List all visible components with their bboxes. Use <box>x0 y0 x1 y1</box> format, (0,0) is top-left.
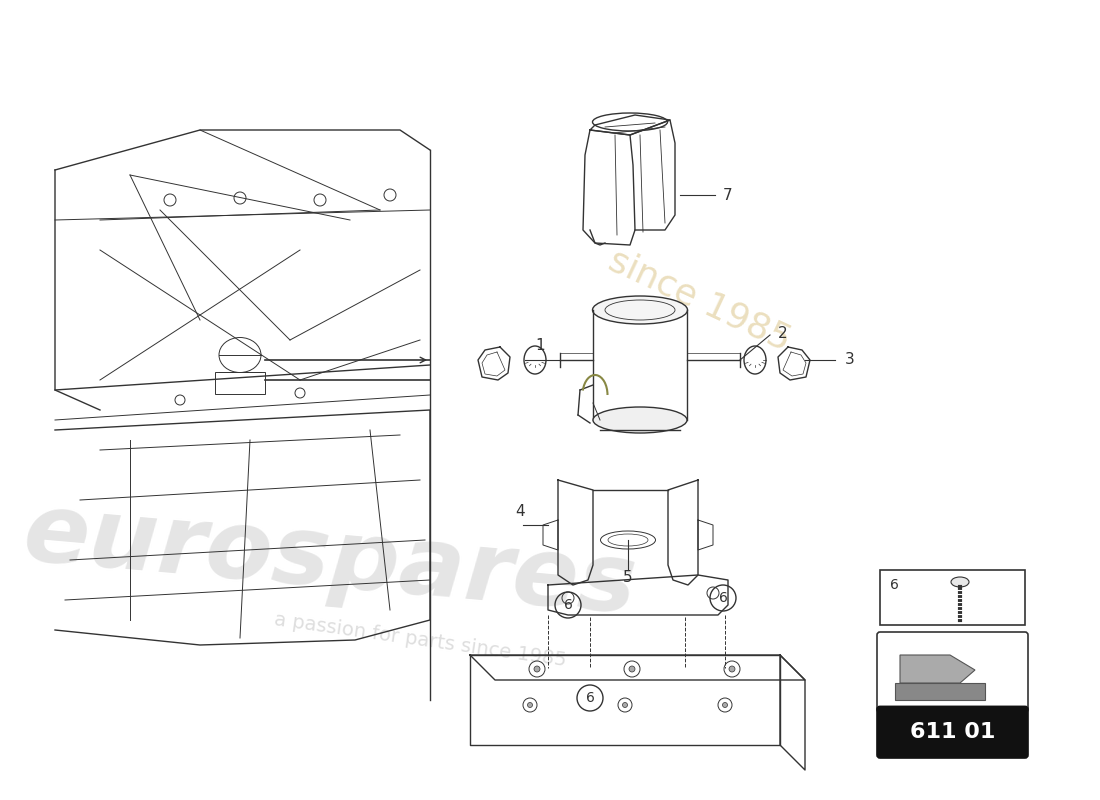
Circle shape <box>723 702 727 707</box>
FancyBboxPatch shape <box>877 632 1028 712</box>
Text: 2: 2 <box>778 326 788 341</box>
Text: eurospares: eurospares <box>20 487 640 633</box>
Ellipse shape <box>593 296 688 324</box>
Text: 5: 5 <box>624 570 632 586</box>
Text: 4: 4 <box>515 505 525 519</box>
Text: a passion for parts since 1985: a passion for parts since 1985 <box>273 610 568 670</box>
Text: 6: 6 <box>890 578 899 592</box>
Circle shape <box>534 666 540 672</box>
Text: 6: 6 <box>718 591 727 605</box>
Text: 7: 7 <box>723 187 733 202</box>
Circle shape <box>623 702 627 707</box>
Text: since 1985: since 1985 <box>604 243 796 357</box>
Circle shape <box>528 702 532 707</box>
Circle shape <box>629 666 635 672</box>
Bar <box>214 372 265 394</box>
Circle shape <box>729 666 735 672</box>
Text: 1: 1 <box>536 338 544 353</box>
Polygon shape <box>895 683 984 700</box>
Text: 611 01: 611 01 <box>910 722 996 742</box>
Ellipse shape <box>593 407 688 433</box>
Text: 6: 6 <box>585 691 594 705</box>
Bar <box>880 570 1025 625</box>
Ellipse shape <box>952 577 969 587</box>
Polygon shape <box>900 655 975 683</box>
Text: 6: 6 <box>563 598 572 612</box>
FancyBboxPatch shape <box>877 706 1028 758</box>
Text: 3: 3 <box>845 353 855 367</box>
